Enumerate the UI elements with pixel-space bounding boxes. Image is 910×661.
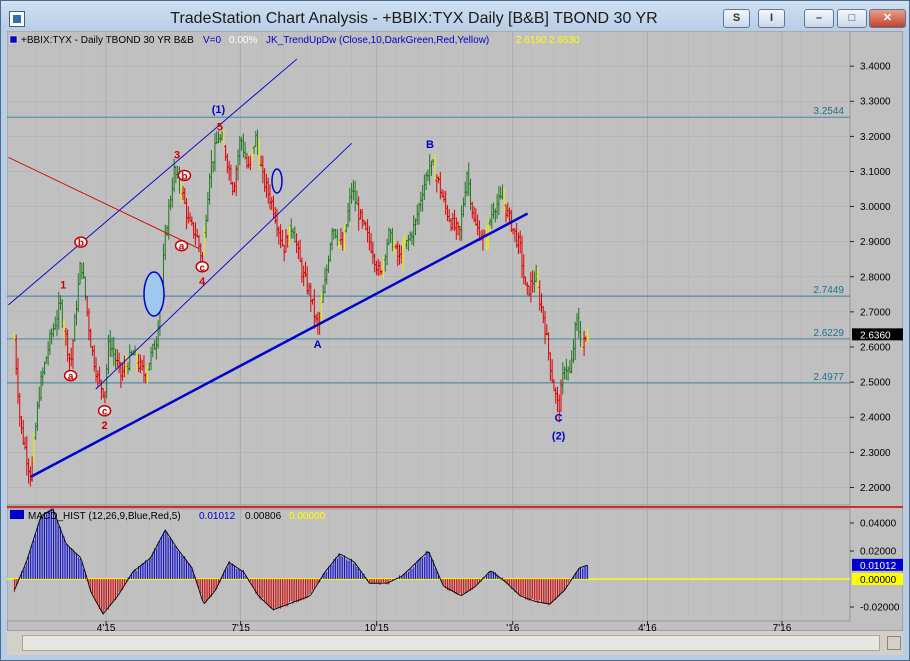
macd-value-2: 0.00806	[245, 511, 282, 522]
maximize-icon: □	[848, 12, 856, 24]
y-tick-label: 2.5000	[860, 378, 891, 389]
y-axis: 3.4000 3.3000 3.2000 3.1000 3.0000 2.9000 2.80…	[850, 62, 904, 614]
y-tick-label: 2.9000	[860, 237, 891, 248]
x-tick-label: 7'15	[231, 623, 250, 631]
macd-last-label: 0.01012	[860, 561, 897, 572]
window-title: TradeStation Chart Analysis - +BBIX:TYX …	[170, 10, 658, 27]
close-icon: ✕	[882, 12, 893, 24]
y-tick-label: 3.1000	[860, 167, 891, 178]
x-tick-label: 4'15	[97, 623, 116, 631]
wave-circle	[74, 236, 88, 248]
y-tick-label: 2.2000	[860, 483, 891, 494]
last-price-label: 2.6360	[860, 330, 891, 341]
x-tick-label: 4'16	[638, 623, 657, 631]
trendlines	[8, 58, 529, 479]
chart-area[interactable]: 3.2544 2.7449 2.6229 2.4977 (1) 5 3 1 b a c 2 b a c 4 A…	[6, 30, 904, 634]
macd-last-box	[852, 558, 904, 571]
wave-label: A	[314, 339, 322, 351]
wave-label: (2)	[552, 430, 566, 442]
wave-label: 2	[102, 420, 108, 432]
horizontal-scrollbar[interactable]	[22, 635, 880, 651]
level-label: 2.4977	[813, 372, 844, 383]
symbol-label: +BBIX:TYX - Daily TBOND 30 YR B&B	[21, 35, 194, 46]
wave-label: a	[179, 242, 185, 253]
symbol-color-swatch	[9, 35, 18, 44]
wave-label: 1	[60, 279, 66, 291]
price-bars	[12, 129, 590, 487]
wave-labels: (1) 5 3 1 b a c 2 b a c 4 A B C (2)	[60, 104, 566, 443]
wave-label: c	[199, 263, 205, 274]
trendline	[95, 143, 352, 390]
macd-value-1: 0.01012	[199, 511, 236, 522]
macd-zero-label: 0.00000	[860, 575, 897, 586]
highlight-oval	[143, 271, 165, 317]
level-label: 2.6229	[813, 328, 844, 339]
indicator-value-1: 2.6190	[516, 35, 547, 46]
minimize-icon: –	[815, 12, 823, 24]
wave-label: C	[555, 413, 563, 425]
x-tick-label: 7'16	[773, 623, 792, 631]
y-tick-label: 2.3000	[860, 448, 891, 459]
wave-label: b	[181, 171, 187, 182]
x-tick-label: '16	[506, 623, 519, 631]
title-bar: TradeStation Chart Analysis - +BBIX:TYX …	[1, 1, 909, 35]
app-icon[interactable]	[9, 11, 25, 27]
indicator-label: JK_TrendUpDw (Close,10,DarkGreen,Red,Yel…	[266, 35, 489, 46]
trendline	[8, 156, 200, 250]
wave-label: a	[68, 372, 74, 383]
level-label: 2.7449	[813, 285, 844, 296]
y-tick-label: 3.2000	[860, 132, 891, 143]
wave-label: 4	[199, 276, 206, 288]
close-button[interactable]: ✕	[869, 9, 906, 28]
maximize-button[interactable]: □	[837, 9, 867, 28]
y-tick-label: 0.02000	[860, 547, 897, 558]
status-bar	[7, 631, 903, 655]
macd-header: MACD_HIST (12,26,9,Blue,Red,5) 0.01012 0…	[28, 511, 326, 522]
symbol-link-button[interactable]: S	[723, 9, 750, 28]
wave-label: (1)	[212, 104, 226, 116]
level-label: 3.2544	[813, 106, 844, 117]
macd-color-swatch	[10, 510, 24, 519]
x-axis: 4'15 7'15 10'15 '16 4'16 7'16	[97, 621, 792, 634]
wave-label: B	[426, 139, 434, 151]
y-tick-label: 2.7000	[860, 307, 891, 318]
wave-circle	[97, 404, 112, 417]
macd-value-3: 0.00000	[289, 511, 326, 522]
y-tick-label: 3.3000	[860, 97, 891, 108]
last-price-box	[852, 328, 904, 341]
y-tick-label: -0.02000	[860, 603, 900, 614]
wave-circle	[195, 261, 209, 273]
trendline	[8, 58, 298, 306]
indicator-value-2: 2.6530	[549, 35, 580, 46]
trendline	[30, 212, 529, 479]
y-tick-label: 2.4000	[860, 413, 891, 424]
macd-label: MACD_HIST (12,26,9,Blue,Red,5)	[28, 511, 181, 522]
y-tick-label: 3.4000	[860, 62, 891, 73]
y-tick-label: 2.6000	[860, 343, 891, 354]
wave-circle	[174, 239, 189, 252]
change-label: 0.00%	[229, 35, 257, 46]
minimize-button[interactable]: –	[804, 9, 834, 28]
grid-lines	[7, 31, 850, 621]
wave-label: b	[78, 238, 84, 249]
macd-zero-box	[852, 573, 904, 585]
indicator-link-button[interactable]: I	[758, 9, 785, 28]
macd-line	[13, 509, 588, 615]
wave-circle	[63, 369, 78, 382]
volume-label: V=0	[203, 35, 222, 46]
chart-header: +BBIX:TYX - Daily TBOND 30 YR B&B V=0 0.…	[21, 35, 580, 46]
x-tick-label: 10'15	[365, 623, 390, 631]
wave-circle	[177, 169, 192, 182]
scroll-button[interactable]	[887, 636, 901, 650]
wave-label: 5	[217, 121, 223, 133]
y-tick-label: 3.0000	[860, 202, 891, 213]
highlight-oval	[271, 168, 283, 194]
wave-label: 3	[174, 149, 180, 161]
y-tick-label: 0.04000	[860, 519, 897, 530]
wave-label: c	[102, 407, 108, 418]
macd-histogram	[7, 508, 850, 615]
y-tick-label: 2.8000	[860, 272, 891, 283]
